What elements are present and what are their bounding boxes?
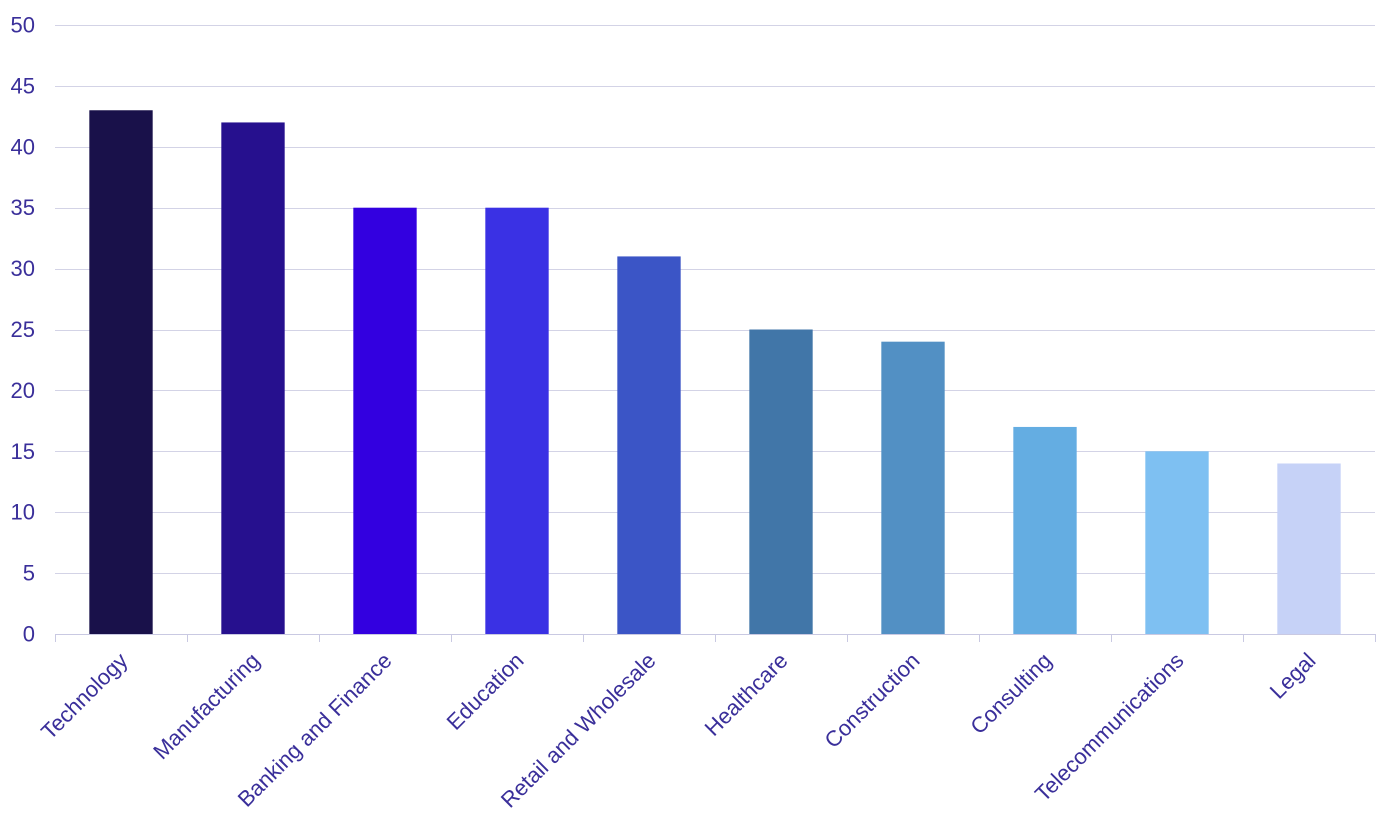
bar-legal [1277,463,1341,634]
x-tick-label: Technology [36,648,132,744]
bar-manufacturing [221,122,285,634]
y-tick-label: 50 [11,13,35,38]
bar-consulting [1013,426,1077,634]
bars [89,110,1341,634]
x-tick-label: Construction [820,648,925,753]
x-tick-label: Telecommunications [1030,648,1189,807]
y-tick-label: 45 [11,73,35,98]
x-axis [55,634,1376,642]
y-tick-label: 15 [11,439,35,464]
y-tick-label: 30 [11,256,35,281]
y-tick-label: 40 [11,134,35,159]
y-tick-label: 5 [23,561,35,586]
bar-education [485,207,549,634]
bar-technology [89,110,153,634]
y-tick-label: 10 [11,500,35,525]
bar-healthcare [749,329,813,634]
bar-banking-and-finance [353,207,417,634]
x-tick-label: Healthcare [700,648,793,741]
bar-telecommunications [1145,451,1209,634]
bar-construction [881,341,945,634]
y-tick-label: 35 [11,195,35,220]
x-tick-label: Legal [1265,648,1321,704]
y-tick-label: 20 [11,378,35,403]
x-tick-label: Manufacturing [148,648,264,764]
bar-retail-and-wholesale [617,256,681,634]
y-axis-tick-labels: 0 5 10 15 20 25 30 35 40 45 50 [11,13,35,647]
x-tick-label: Consulting [965,648,1056,739]
y-tick-label: 25 [11,317,35,342]
y-tick-label: 0 [23,622,35,647]
x-tick-label: Education [442,648,529,735]
